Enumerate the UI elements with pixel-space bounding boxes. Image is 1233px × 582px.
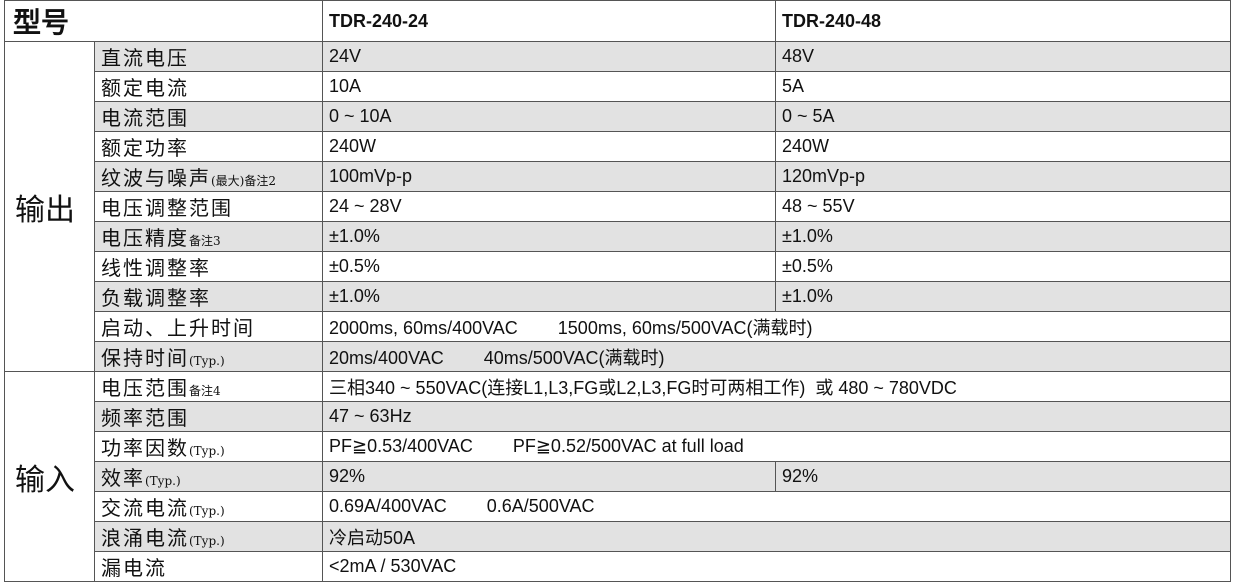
label-note: 备注3 [189,234,221,248]
group-name: 输出 [4,41,95,372]
spec-table: 型号 TDR-240-24 TDR-240-48 输出 直流电压 24V 48V 额定电… [3,0,1232,582]
value-cell: 0 ~ 10A [322,101,777,132]
value-cell: 三相340 ~ 550VAC(连接L1,L3,FG或L2,L3,FG时可两相工作… [322,371,1232,402]
model-name: TDR-240-48 [775,0,1232,42]
label-text: 浪涌电流 [101,526,189,550]
value-cell: 2000ms, 60ms/400VAC 1500ms, 60ms/500VAC(… [322,311,1232,342]
header-title: 型号 [3,0,324,42]
label-text: 效率 [101,466,145,490]
table-row: 电压调整范围 24 ~ 28V 48 ~ 55V [5,191,1232,222]
value-cell: 48V [775,41,1232,72]
row-label: 电压调整范围 [93,191,324,222]
value-cell: 10A [322,71,777,102]
table-row: 浪涌电流(Typ.) 冷启动50A [5,521,1232,552]
label-note: 备注4 [189,384,221,398]
table-row: 频率范围 47 ~ 63Hz [5,401,1232,432]
label-text: 额定电流 [101,76,189,100]
label-text: 电压精度 [101,226,189,250]
value-cell: ±1.0% [322,221,777,252]
row-label: 额定功率 [93,131,324,162]
value-cell: ±0.5% [775,251,1232,282]
model-name: TDR-240-24 [322,0,777,42]
label-text: 额定功率 [101,136,189,160]
value-cell: 5A [775,71,1232,102]
value-cell: 92% [775,461,1232,492]
label-text: 交流电流 [101,496,189,520]
value-cell: ±1.0% [322,281,777,312]
table-row: 线性调整率 ±0.5% ±0.5% [5,251,1232,282]
label-text: 负载调整率 [101,286,211,310]
value-cell: 冷启动50A [322,521,1232,552]
row-label: 保持时间(Typ.) [93,341,324,372]
value-cell: 120mVp-p [775,161,1232,192]
value-cell: ±1.0% [775,281,1232,312]
label-note: (Typ.) [189,534,225,548]
value-cell: 0.69A/400VAC 0.6A/500VAC [322,491,1232,522]
table-row: 额定功率 240W 240W [5,131,1232,162]
value-cell: ±0.5% [322,251,777,282]
table-row: 保持时间(Typ.) 20ms/400VAC 40ms/500VAC(满载时) [5,341,1232,372]
page: 型号 TDR-240-24 TDR-240-48 输出 直流电压 24V 48V 额定电… [3,0,1232,582]
table-row: 电流范围 0 ~ 10A 0 ~ 5A [5,101,1232,132]
label-text: 启动、上升时间 [101,316,255,340]
value-cell: 47 ~ 63Hz [322,401,1232,432]
table-row: 输入 电压范围备注4 三相340 ~ 550VAC(连接L1,L3,FG或L2,L3… [4,371,1232,582]
row-label: 纹波与噪声(最大)备注2 [93,161,324,192]
label-text: 保持时间 [101,346,189,370]
value-cell: 0 ~ 5A [775,101,1232,132]
value-cell: 24 ~ 28V [322,191,777,222]
table-row: 功率因数(Typ.) PF≧0.53/400VAC PF≧0.52/500VAC … [5,431,1232,462]
table-row: 漏电流 <2mA / 530VAC [5,551,1232,582]
row-label: 浪涌电流(Typ.) [93,521,324,552]
table-row: 效率(Typ.) 92% 92% [5,461,1232,492]
label-note: (最大)备注2 [211,174,276,188]
row-label: 功率因数(Typ.) [93,431,324,462]
table-row: 负载调整率 ±1.0% ±1.0% [5,281,1232,312]
table-row: 交流电流(Typ.) 0.69A/400VAC 0.6A/500VAC [5,491,1232,522]
label-note: (Typ.) [189,354,225,368]
value-cell: ±1.0% [775,221,1232,252]
value-cell: 92% [322,461,777,492]
value-cell: 20ms/400VAC 40ms/500VAC(满载时) [322,341,1232,372]
label-text: 功率因数 [101,436,189,460]
table-row: 纹波与噪声(最大)备注2 100mVp-p 120mVp-p [5,161,1232,192]
label-text: 电压范围 [101,376,189,400]
row-label: 电压精度备注3 [93,221,324,252]
table-row: 输出 直流电压 24V 48V [4,41,1232,372]
value-cell: 100mVp-p [322,161,777,192]
label-text: 纹波与噪声 [101,166,211,190]
group-name: 输入 [4,371,95,582]
row-label: 电流范围 [93,101,324,132]
row-label: 启动、上升时间 [93,311,324,342]
row-label: 交流电流(Typ.) [93,491,324,522]
row-label: 额定电流 [93,71,324,102]
row-label: 直流电压 [93,41,324,72]
label-text: 线性调整率 [101,256,211,280]
row-label: 负载调整率 [93,281,324,312]
label-text: 频率范围 [101,406,189,430]
value-cell: 48 ~ 55V [775,191,1232,222]
label-text: 电流范围 [101,106,189,130]
value-cell: PF≧0.53/400VAC PF≧0.52/500VAC at full lo… [322,431,1232,462]
row-label: 电压范围备注4 [93,371,324,402]
label-note: (Typ.) [189,504,225,518]
value-cell: <2mA / 530VAC [322,551,1232,582]
table-row: 额定电流 10A 5A [5,71,1232,102]
label-note: (Typ.) [189,444,225,458]
row-label: 效率(Typ.) [93,461,324,492]
table-row: 启动、上升时间 2000ms, 60ms/400VAC 1500ms, 60ms/… [5,311,1232,342]
value-cell: 24V [322,41,777,72]
value-cell: 240W [775,131,1232,162]
header-row: 型号 TDR-240-24 TDR-240-48 [3,0,1232,42]
label-text: 漏电流 [101,556,167,580]
value-cell: 240W [322,131,777,162]
label-text: 直流电压 [101,46,189,70]
row-label: 漏电流 [93,551,324,582]
table-body: 型号 TDR-240-24 TDR-240-48 输出 直流电压 24V 48V 额定电… [3,0,1232,582]
label-text: 电压调整范围 [101,196,233,220]
row-label: 频率范围 [93,401,324,432]
table-row: 电压精度备注3 ±1.0% ±1.0% [5,221,1232,252]
label-note: (Typ.) [145,474,181,488]
row-label: 线性调整率 [93,251,324,282]
